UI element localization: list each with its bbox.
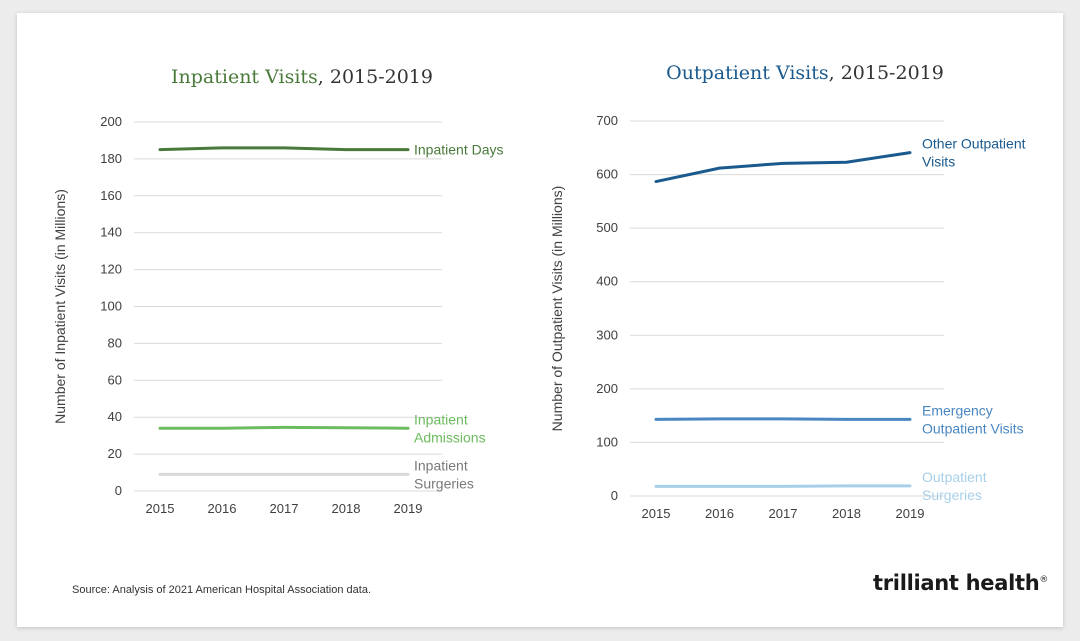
x-tick-label: 2018 — [832, 506, 861, 521]
y-tick-label: 400 — [596, 274, 618, 289]
chart-1: Inpatient Visits, 2015-2019 0 20 40 60 80 100 1… — [52, 66, 504, 516]
chart-card: Inpatient Visits, 2015-2019 0 20 40 60 80 100 1… — [17, 13, 1063, 627]
series-label-line: Other Outpatient — [922, 136, 1026, 152]
series-line — [654, 151, 912, 184]
series-label: Inpatient Admissions — [414, 411, 486, 445]
y-tick-label: 160 — [100, 188, 122, 203]
trilliant-health-logo: trilliant health® — [873, 571, 1049, 595]
source-note: Source: Analysis of 2021 American Hospit… — [72, 584, 372, 596]
chart-title: Inpatient Visits, 2015-2019 — [171, 66, 433, 88]
y-tick-label: 0 — [115, 483, 122, 498]
series-label: Other Outpatient Visits — [922, 136, 1026, 170]
series-label-line: Inpatient Days — [414, 142, 504, 158]
series-label: Emergency Outpatient Visits — [922, 402, 1024, 436]
y-tick-label: 200 — [596, 381, 618, 396]
y-tick-label: 700 — [596, 113, 618, 128]
series-label-line: Surgeries — [922, 487, 982, 503]
y-axis-title: Number of Inpatient Visits (in Millions) — [52, 189, 68, 424]
series-label-line: Outpatient — [922, 469, 987, 485]
y-tick-label: 140 — [100, 225, 122, 240]
charts-canvas: Inpatient Visits, 2015-20190204060801001… — [52, 62, 1026, 521]
y-tick-label: 100 — [100, 299, 122, 314]
series-line — [654, 417, 912, 421]
y-tick-label: 60 — [108, 372, 122, 387]
x-tick-label: 2016 — [705, 506, 734, 521]
y-tick-label: 200 — [100, 114, 122, 129]
x-tick-label: 2017 — [769, 506, 798, 521]
y-tick-label: 20 — [108, 446, 122, 461]
series-label-line: Surgeries — [414, 475, 474, 491]
y-tick-label: 40 — [108, 409, 122, 424]
y-tick-label: 100 — [596, 434, 618, 449]
series-label-line: Emergency — [922, 402, 993, 418]
y-tick-label: 80 — [108, 335, 122, 350]
y-tick-label: 0 — [611, 488, 618, 503]
y-tick-label: 120 — [100, 262, 122, 277]
y-tick-label: 180 — [100, 151, 122, 166]
series-label-line: Admissions — [414, 429, 486, 445]
series-label-line: Visits — [922, 154, 955, 170]
y-axis-title: Number of Outpatient Visits (in Millions… — [549, 186, 565, 432]
x-tick-label: 2015 — [642, 506, 671, 521]
series-label-line: Inpatient — [414, 457, 468, 473]
x-tick-label: 2018 — [332, 501, 361, 516]
x-tick-label: 2017 — [270, 501, 299, 516]
x-tick-label: 2019 — [896, 506, 925, 521]
x-tick-label: 2019 — [394, 501, 423, 516]
series-label: Inpatient Surgeries — [414, 457, 474, 491]
series-label-line: Outpatient Visits — [922, 420, 1024, 436]
chart-title-main: Inpatient Visits — [171, 66, 318, 88]
x-tick-label: 2016 — [208, 501, 237, 516]
series-label: Outpatient Surgeries — [922, 469, 987, 503]
y-tick-label: 600 — [596, 167, 618, 182]
series-label-line: Inpatient — [414, 411, 468, 427]
y-tick-label: 500 — [596, 220, 618, 235]
series-label: Inpatient Days — [414, 142, 504, 158]
chart-title-years: , 2015-2019 — [318, 66, 433, 88]
series-line — [654, 484, 912, 488]
series-line — [158, 425, 410, 430]
chart-title-main: Outpatient Visits — [666, 62, 828, 84]
x-tick-label: 2015 — [146, 501, 175, 516]
series-line — [158, 146, 410, 152]
chart-title-years: , 2015-2019 — [829, 62, 944, 84]
y-tick-label: 300 — [596, 327, 618, 342]
chart-2: Outpatient Visits, 2015-2019010020030040… — [549, 62, 1026, 521]
chart-title: Outpatient Visits, 2015-2019 — [666, 62, 944, 84]
